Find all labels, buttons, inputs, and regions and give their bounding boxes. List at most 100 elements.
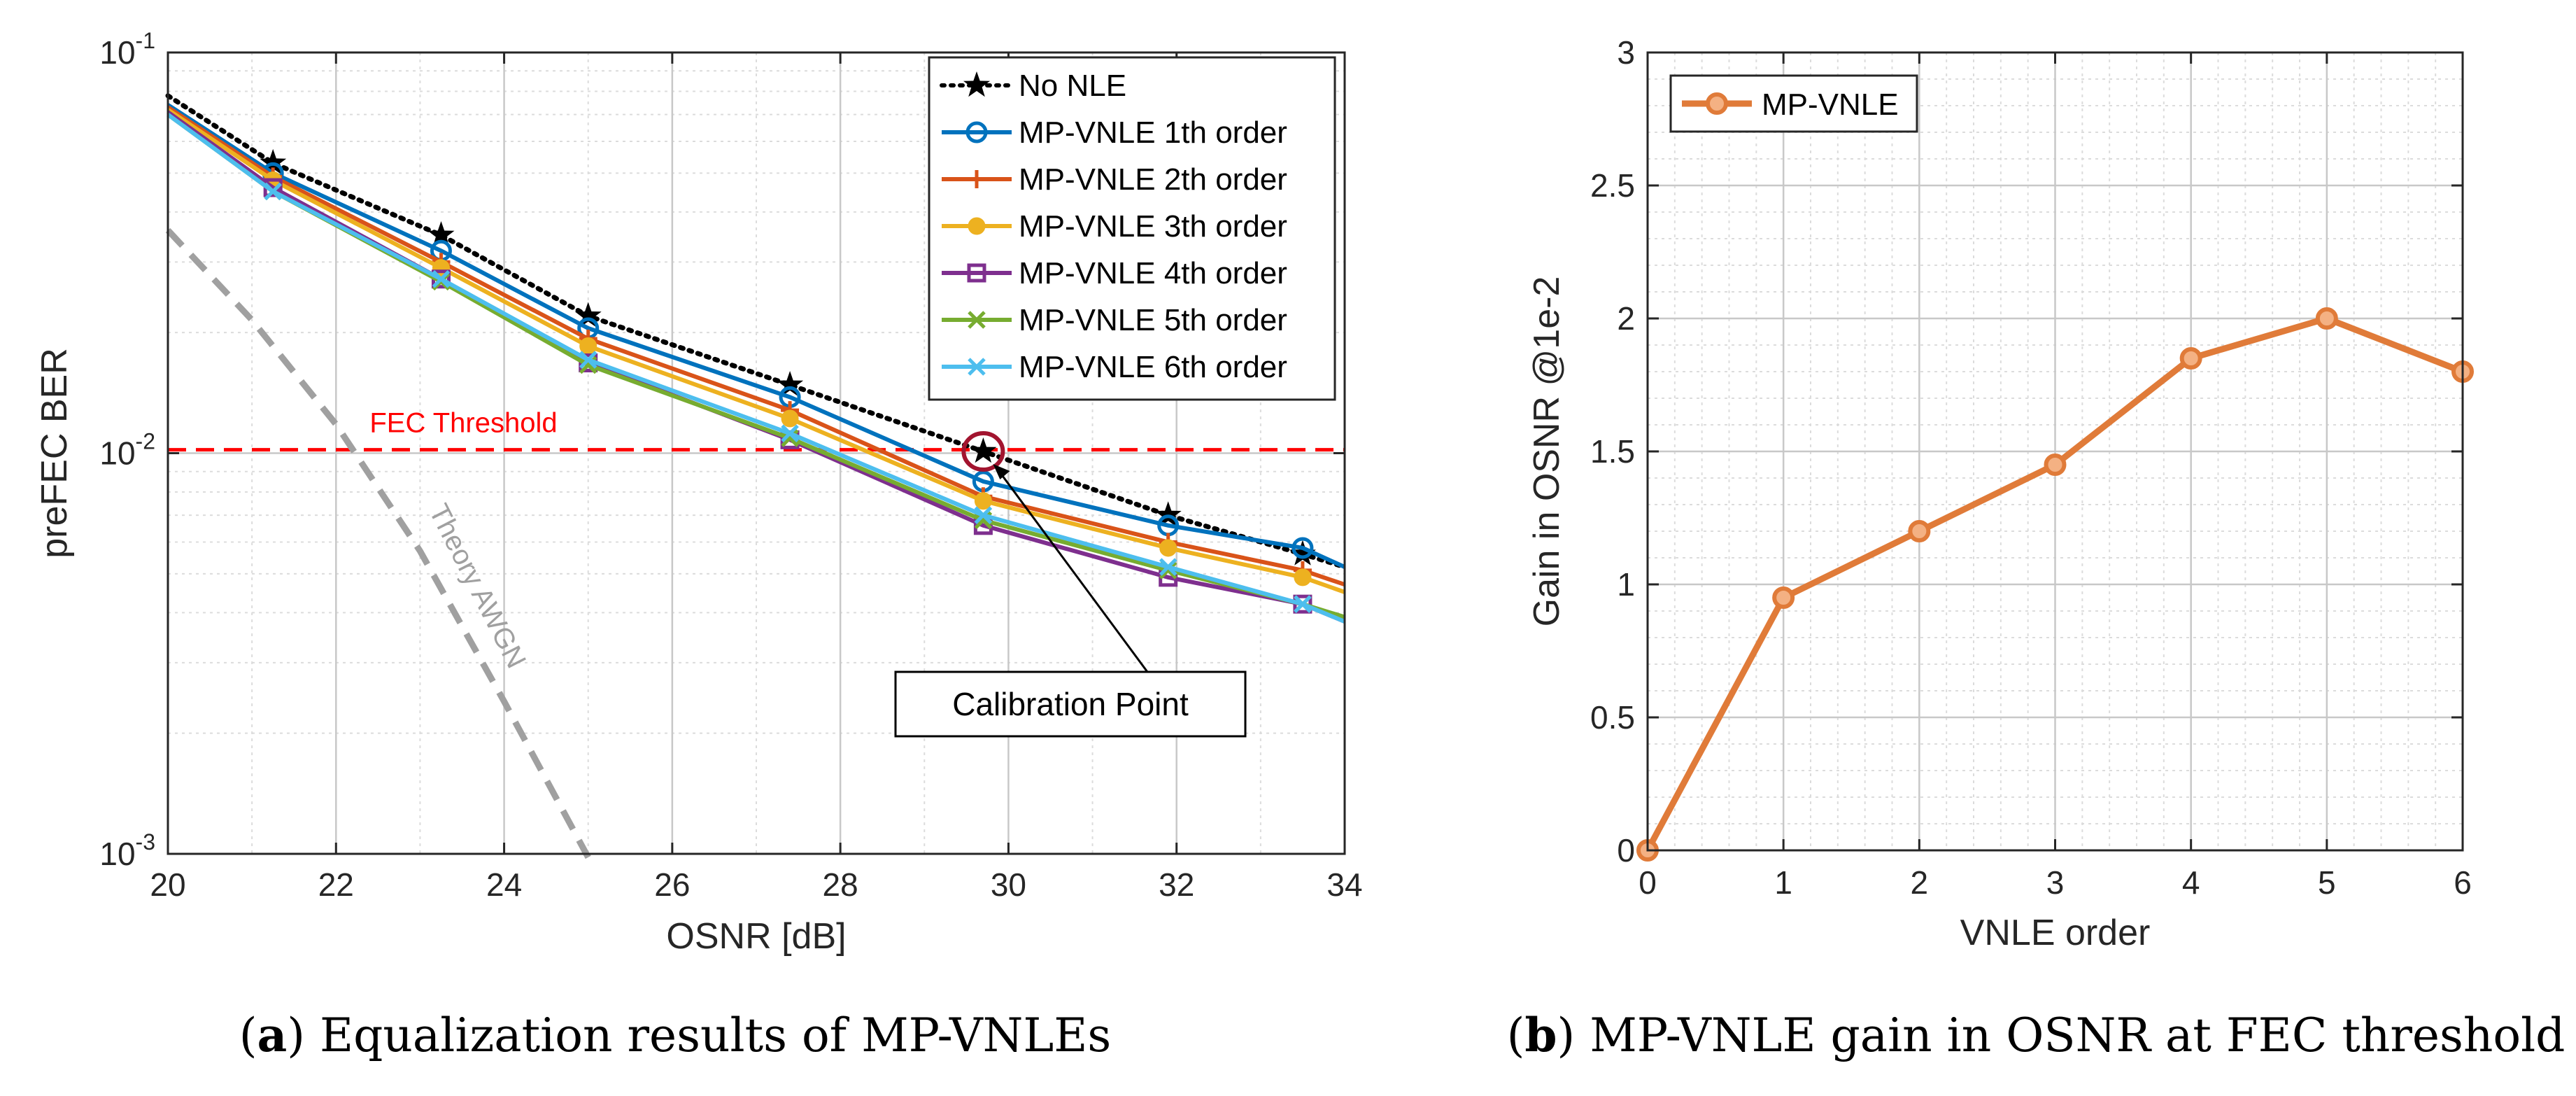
legend-label: No NLE — [1019, 69, 1126, 103]
legend-marker — [1706, 92, 1728, 115]
x-tick-label: 3 — [2046, 864, 2065, 901]
legend-label: MP-VNLE 5th order — [1019, 303, 1287, 337]
legend-entry: MP-VNLE 1th order — [942, 115, 1287, 150]
data-point — [1159, 539, 1177, 557]
legend-label: MP-VNLE 4th order — [1019, 256, 1287, 290]
series-mp-vnle — [1636, 307, 2474, 862]
legend-marker — [968, 358, 986, 376]
x-tick-label: 20 — [150, 866, 185, 903]
y-axis-label-b: Gain in OSNR @1e-2 — [1527, 276, 1567, 627]
data-point — [781, 424, 799, 443]
legend-entry: No NLE — [940, 69, 1126, 103]
legend-entry: MP-VNLE 3th order — [942, 209, 1287, 244]
x-tick-label: 2 — [1911, 864, 1929, 901]
calibration-arrow-head — [993, 464, 1010, 480]
data-point — [1908, 520, 1931, 542]
y-tick-label: 10-1 — [99, 28, 155, 71]
data-point — [781, 409, 799, 428]
legend-entry: MP-VNLE 4th order — [942, 256, 1287, 290]
legend-b: MP-VNLE — [1669, 74, 1918, 133]
data-point — [579, 351, 597, 369]
legend-a: No NLE MP-VNLE 1th order MP-VNLE 2th order… — [928, 56, 1336, 401]
data-point — [1154, 501, 1182, 527]
x-tick-label: 32 — [1159, 866, 1194, 903]
caption-b-text: MP-VNLE gain in OSNR at FEC threshold — [1590, 1009, 2566, 1062]
legend-label: MP-VNLE 1th order — [1019, 115, 1287, 150]
data-point — [1159, 558, 1177, 576]
legend-entry: MP-VNLE 2th order — [942, 162, 1287, 197]
calibration-box — [894, 670, 1247, 738]
data-point — [264, 182, 282, 201]
data-point — [1294, 568, 1312, 586]
caption-b-label: b — [1524, 1008, 1557, 1062]
series-mp-vnle-6th-order — [167, 113, 1346, 624]
legend-marker — [968, 311, 986, 329]
data-point — [974, 492, 992, 510]
data-point — [574, 302, 602, 328]
x-tick-label: 4 — [2182, 864, 2200, 901]
y-tick-label: 3 — [1617, 34, 1635, 71]
caption-b: (b) MP-VNLE gain in OSNR at FEC threshol… — [1506, 1008, 2566, 1062]
data-point — [2315, 307, 2338, 330]
data-point — [970, 437, 997, 463]
y-tick-label: 0.5 — [1590, 699, 1635, 736]
x-axis-label-a: OSNR [dB] — [666, 916, 846, 957]
series-mp-vnle-3th-order — [167, 108, 1345, 594]
legend-marker — [968, 217, 986, 235]
x-tick-label: 30 — [991, 866, 1026, 903]
legend-entry: MP-VNLE 6th order — [942, 350, 1287, 384]
y-tick-label: 0 — [1617, 832, 1635, 869]
data-point — [2044, 454, 2067, 476]
y-tick-label: 1 — [1617, 566, 1635, 603]
calibration-label: Calibration Point — [952, 686, 1189, 722]
y-tick-label: 10-3 — [99, 829, 155, 872]
data-point — [1772, 586, 1795, 609]
legend-box-a — [928, 56, 1336, 401]
calibration-arrow-line — [995, 466, 1149, 673]
y-axis-label-a: preFEC BER — [34, 348, 75, 558]
calibration-circle — [961, 431, 1005, 472]
x-tick-label: 28 — [823, 866, 858, 903]
data-point — [777, 371, 804, 397]
caption-a-text: Equalization results of MP-VNLEs — [320, 1009, 1112, 1062]
y-tick-label: 2.5 — [1590, 167, 1635, 204]
chart-b: 0 1 2 3 4 5 6 0 0.5 1 1.5 2 2.5 3 VNLE order Gain in OS… — [1527, 34, 2474, 953]
x-tick-label: 6 — [2454, 864, 2472, 901]
data-point — [1291, 537, 1314, 559]
data-point — [260, 148, 287, 174]
legend-entry: MP-VNLE 5th order — [942, 303, 1287, 337]
caption-a-label: a — [257, 1008, 288, 1062]
legend-label: MP-VNLE 2th order — [1019, 162, 1287, 197]
x-tick-label: 1 — [1774, 864, 1792, 901]
data-point — [579, 337, 597, 356]
data-point — [1289, 540, 1316, 565]
x-tick-label: 5 — [2318, 864, 2336, 901]
legend-marker — [968, 170, 986, 188]
legend-marker — [965, 121, 988, 143]
data-point — [2179, 347, 2202, 370]
y-tick-label: 1.5 — [1590, 433, 1635, 470]
legend-label: MP-VNLE 6th order — [1019, 350, 1287, 384]
y-tick-label: 2 — [1617, 300, 1635, 337]
caption-a: (a) Equalization results of MP-VNLEs — [239, 1008, 1112, 1062]
x-tick-label: 24 — [486, 866, 522, 903]
data-point — [974, 506, 993, 524]
x-tick-label: 0 — [1639, 864, 1657, 901]
theory-awgn-curve — [165, 227, 591, 859]
data-point — [1294, 595, 1312, 613]
y-tick-label: 10-2 — [99, 429, 155, 472]
x-tick-label: 22 — [318, 866, 354, 903]
fec-threshold-label: FEC Threshold — [369, 408, 557, 439]
data-point — [427, 221, 455, 247]
data-point — [432, 269, 451, 288]
data-point — [973, 516, 993, 535]
x-axis-label-b: VNLE order — [1960, 913, 2151, 953]
x-tick-label: 26 — [654, 866, 690, 903]
series-line — [167, 103, 1346, 569]
legend-marker — [967, 263, 986, 283]
x-tick-label: 34 — [1326, 866, 1362, 903]
legend-label: MP-VNLE 3th order — [1019, 209, 1287, 244]
legend-marker — [963, 71, 990, 97]
